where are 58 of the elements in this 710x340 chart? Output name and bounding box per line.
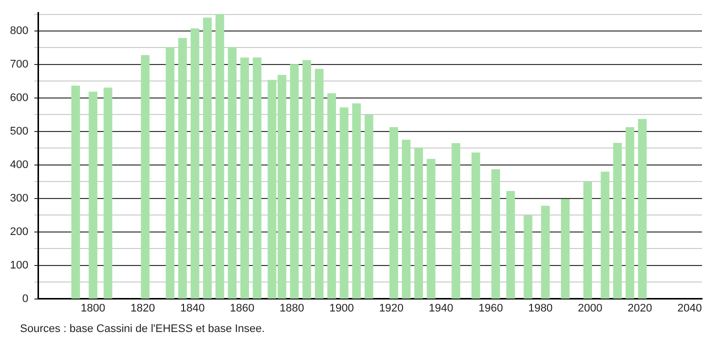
bar	[560, 199, 570, 299]
x-tick-label: 2040	[677, 302, 702, 314]
bar	[524, 215, 532, 299]
bar	[471, 152, 480, 299]
bar	[426, 158, 436, 299]
x-tick-label: 1920	[379, 302, 404, 314]
bar	[215, 14, 224, 299]
y-tick-label: 800	[10, 25, 28, 38]
y-tick-label: 300	[10, 192, 28, 204]
bar	[638, 119, 647, 299]
bar	[178, 38, 187, 299]
y-tick-label: 0	[22, 292, 28, 305]
bar	[491, 169, 500, 299]
bar	[252, 57, 262, 299]
bar	[583, 182, 592, 299]
bar	[314, 68, 324, 299]
bar	[340, 107, 348, 299]
bar	[88, 92, 98, 299]
bar	[166, 47, 174, 299]
x-tick-label: 1840	[180, 302, 205, 314]
x-tick-label: 1960	[478, 302, 503, 314]
bar	[352, 103, 361, 299]
y-tick-label: 200	[10, 226, 28, 238]
x-tick-label: 1860	[230, 302, 254, 314]
bar	[364, 114, 374, 299]
y-tick-label: 500	[10, 125, 28, 138]
bar	[600, 172, 610, 299]
bar	[302, 60, 312, 299]
bar	[290, 64, 299, 299]
bar	[71, 86, 80, 299]
y-tick-label: 100	[10, 259, 28, 272]
x-tick-label: 1820	[130, 302, 155, 314]
source-note: Sources : base Cassini de l'EHESS et base Insee.	[20, 323, 265, 335]
bar	[104, 88, 112, 299]
x-tick-label: 1880	[280, 302, 304, 314]
bar	[613, 142, 622, 299]
bar	[140, 55, 150, 299]
x-tick-label: 1940	[428, 302, 454, 314]
bar	[452, 143, 460, 299]
x-tick-label: 1800	[80, 302, 106, 314]
bar	[389, 127, 398, 299]
x-tick-label: 1980	[528, 302, 553, 314]
x-tick-label: 2020	[628, 302, 652, 314]
bar	[402, 140, 411, 299]
bar	[240, 57, 249, 299]
bar	[414, 148, 423, 299]
x-tick-label: 2000	[578, 302, 602, 314]
bar	[541, 206, 550, 299]
bar	[626, 127, 634, 299]
y-tick-label: 400	[10, 158, 28, 171]
bar	[203, 18, 212, 299]
bar	[327, 93, 336, 299]
y-tick-label: 700	[10, 58, 28, 71]
bar	[506, 191, 515, 299]
x-tick-label: 1900	[329, 302, 354, 314]
y-tick-label: 600	[10, 92, 28, 104]
bar	[190, 28, 200, 299]
bar	[228, 47, 237, 299]
